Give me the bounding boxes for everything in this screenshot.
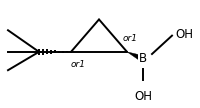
Text: or1: or1 [123, 34, 138, 43]
Text: OH: OH [175, 28, 193, 41]
Text: B: B [139, 52, 147, 65]
Polygon shape [127, 52, 147, 60]
Text: OH: OH [134, 90, 152, 103]
Text: or1: or1 [71, 60, 86, 69]
